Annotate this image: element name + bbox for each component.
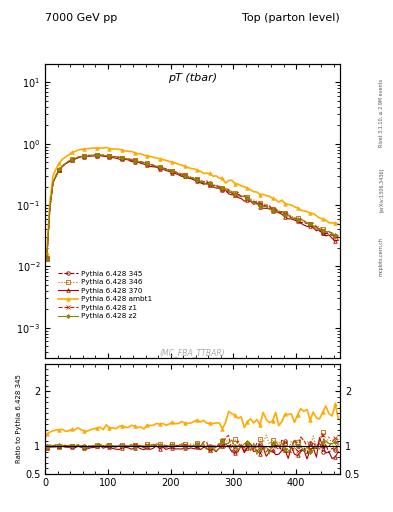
- Legend: Pythia 6.428 345, Pythia 6.428 346, Pythia 6.428 370, Pythia 6.428 ambt1, Pythia: Pythia 6.428 345, Pythia 6.428 346, Pyth…: [58, 270, 152, 319]
- Text: 7000 GeV pp: 7000 GeV pp: [45, 13, 118, 23]
- Text: Rivet 3.1.10, ≥ 2.9M events: Rivet 3.1.10, ≥ 2.9M events: [379, 78, 384, 147]
- Y-axis label: Ratio to Pythia 6.428 345: Ratio to Pythia 6.428 345: [16, 374, 22, 463]
- Text: mcplots.cern.ch: mcplots.cern.ch: [379, 237, 384, 275]
- Text: pT (tbar): pT (tbar): [168, 73, 217, 83]
- Text: [arXiv:1306.3436]: [arXiv:1306.3436]: [379, 167, 384, 211]
- Text: (MC_FBA_TTBAR): (MC_FBA_TTBAR): [160, 348, 225, 357]
- Text: Top (parton level): Top (parton level): [242, 13, 340, 23]
